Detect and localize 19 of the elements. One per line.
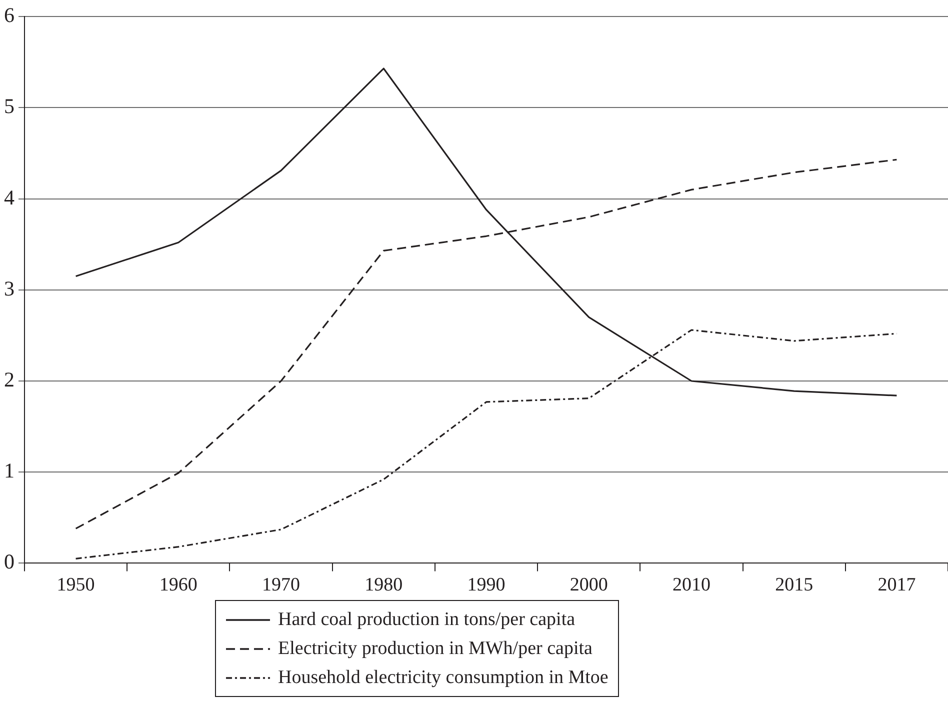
x-tick-label: 1950 — [56, 574, 95, 596]
x-tick-label: 1980 — [364, 574, 403, 596]
y-tick-label: 5 — [4, 94, 14, 118]
x-tick-label: 2017 — [878, 574, 916, 596]
x-tick-label: 2000 — [570, 574, 608, 596]
y-tick-label: 1 — [4, 458, 14, 483]
y-tick-label: 2 — [4, 368, 14, 392]
legend-label: Electricity production in MWh/per capita — [278, 638, 592, 660]
x-tick-label: 1970 — [262, 574, 300, 596]
x-tick-label: 2015 — [775, 574, 814, 596]
x-tick-label: 2010 — [672, 574, 710, 596]
y-tick-label: 4 — [4, 185, 15, 210]
legend-label: Household electricity consumption in Mtoe — [278, 666, 608, 688]
x-tick-label: 1990 — [467, 574, 506, 596]
legend-label: Hard coal production in tons/per capita — [278, 608, 576, 630]
x-tick-label: 1960 — [159, 574, 198, 596]
y-tick-label: 3 — [4, 276, 14, 300]
y-tick-label: 0 — [4, 550, 14, 574]
y-tick-label: 6 — [4, 3, 14, 28]
